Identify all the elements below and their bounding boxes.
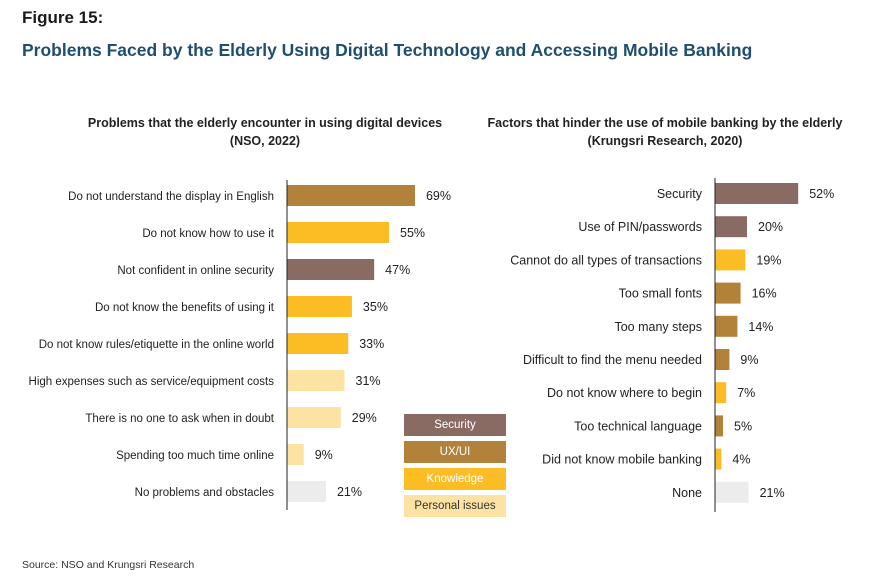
left-do-not-know-how-to-use-it-value-label: 55% bbox=[400, 226, 425, 240]
legend-item-security: Security bbox=[404, 414, 506, 436]
right-do-not-know-where-to-begin-bar bbox=[715, 382, 727, 404]
right-too-small-fonts-category-label: Too small fonts bbox=[619, 287, 702, 301]
right-cannot-do-all-types-of-transactions-bar bbox=[715, 249, 746, 271]
left-spending-too-much-time-online-value-label: 9% bbox=[315, 448, 333, 462]
right-none-bar bbox=[715, 481, 749, 503]
right-none-value-label: 21% bbox=[760, 486, 785, 500]
right-too-many-steps-category-label: Too many steps bbox=[614, 320, 702, 334]
left-there-is-no-one-to-ask-when-in-doubt-value-label: 29% bbox=[352, 411, 377, 425]
left-not-confident-in-online-security-category-label: Not confident in online security bbox=[117, 265, 274, 277]
right-too-small-fonts-bar bbox=[715, 282, 741, 304]
right-cannot-do-all-types-of-transactions-value-label: 19% bbox=[756, 253, 781, 267]
left-do-not-understand-the-display-in-english-category-label: Do not understand the display in English bbox=[68, 191, 274, 203]
right-none-category-label: None bbox=[672, 486, 702, 500]
left-do-not-know-the-benefits-of-using-it-value-label: 35% bbox=[363, 300, 388, 314]
right-difficult-to-find-the-menu-needed-bar bbox=[715, 349, 730, 370]
right-difficult-to-find-the-menu-needed-category-label: Difficult to find the menu needed bbox=[523, 353, 702, 367]
right-cannot-do-all-types-of-transactions-category-label: Cannot do all types of transactions bbox=[510, 253, 702, 267]
right-use-of-pin-passwords-value-label: 20% bbox=[758, 220, 783, 234]
right-chart-title-line2: (Krungsri Research, 2020) bbox=[587, 134, 743, 148]
left-do-not-understand-the-display-in-english-value-label: 69% bbox=[426, 189, 451, 203]
right-too-technical-language-bar bbox=[715, 415, 723, 437]
left-do-not-know-rules-etiquette-in-the-online-world-value-label: 33% bbox=[359, 337, 384, 351]
legend-label-uxui: UX/UI bbox=[439, 446, 471, 458]
left-not-confident-in-online-security-value-label: 47% bbox=[385, 263, 410, 277]
right-security-category-label: Security bbox=[657, 187, 703, 201]
right-too-technical-language-value-label: 5% bbox=[734, 419, 752, 433]
right-chart-title: Factors that hinder the use of mobile ba… bbox=[475, 114, 855, 150]
right-difficult-to-find-the-menu-needed-value-label: 9% bbox=[740, 353, 758, 367]
left-spending-too-much-time-online-category-label: Spending too much time online bbox=[116, 450, 274, 462]
right-did-not-know-mobile-banking-value-label: 4% bbox=[732, 453, 750, 467]
left-chart-title-line1: Problems that the elderly encounter in u… bbox=[87, 116, 443, 130]
right-too-technical-language-category-label: Too technical language bbox=[574, 419, 702, 433]
left-no-problems-and-obstacles-value-label: 21% bbox=[337, 485, 362, 499]
right-chart-title-line1: Factors that hinder the use of mobile ba… bbox=[487, 116, 843, 130]
left-spending-too-much-time-online-bar bbox=[287, 444, 304, 465]
left-do-not-understand-the-display-in-english-bar bbox=[287, 185, 415, 206]
left-do-not-know-rules-etiquette-in-the-online-world-category-label: Do not know rules/etiquette in the onlin… bbox=[39, 339, 274, 351]
right-security-value-label: 52% bbox=[809, 187, 834, 201]
legend-label-personal-issues: Personal issues bbox=[414, 500, 496, 512]
legend-item-knowledge: Knowledge bbox=[404, 468, 506, 490]
left-high-expenses-such-as-service-equipment-costs-bar bbox=[287, 370, 345, 391]
legend-label-knowledge: Knowledge bbox=[426, 473, 484, 485]
legend-item-uxui: UX/UI bbox=[404, 441, 506, 463]
left-do-not-know-rules-etiquette-in-the-online-world-bar bbox=[287, 333, 349, 354]
left-chart-title-line2: (NSO, 2022) bbox=[229, 134, 301, 148]
left-there-is-no-one-to-ask-when-in-doubt-category-label: There is no one to ask when in doubt bbox=[85, 413, 274, 425]
left-there-is-no-one-to-ask-when-in-doubt-bar bbox=[287, 407, 341, 428]
right-did-not-know-mobile-banking-bar bbox=[715, 448, 722, 470]
legend-label-security: Security bbox=[434, 419, 476, 431]
left-do-not-know-the-benefits-of-using-it-bar bbox=[287, 296, 352, 317]
left-do-not-know-the-benefits-of-using-it-category-label: Do not know the benefits of using it bbox=[95, 302, 275, 314]
right-too-small-fonts-value-label: 16% bbox=[752, 287, 777, 301]
left-no-problems-and-obstacles-bar bbox=[287, 481, 326, 502]
right-too-many-steps-value-label: 14% bbox=[748, 320, 773, 334]
legend-item-personal-issues: Personal issues bbox=[404, 495, 506, 517]
right-do-not-know-where-to-begin-value-label: 7% bbox=[737, 386, 755, 400]
right-did-not-know-mobile-banking-category-label: Did not know mobile banking bbox=[542, 453, 702, 467]
left-chart-title: Problems that the elderly encounter in u… bbox=[40, 114, 490, 150]
left-high-expenses-such-as-service-equipment-costs-value-label: 31% bbox=[356, 374, 381, 388]
left-high-expenses-such-as-service-equipment-costs-category-label: High expenses such as service/equipment … bbox=[29, 376, 275, 388]
figure-title: Problems Faced by the Elderly Using Digi… bbox=[22, 40, 753, 60]
left-do-not-know-how-to-use-it-category-label: Do not know how to use it bbox=[142, 228, 274, 240]
left-no-problems-and-obstacles-category-label: No problems and obstacles bbox=[135, 487, 275, 499]
right-too-many-steps-bar bbox=[715, 315, 738, 337]
right-security-bar bbox=[715, 183, 799, 204]
right-use-of-pin-passwords-category-label: Use of PIN/passwords bbox=[578, 220, 702, 234]
source-note: Source: NSO and Krungsri Research bbox=[22, 559, 195, 571]
left-do-not-know-how-to-use-it-bar bbox=[287, 222, 390, 243]
right-do-not-know-where-to-begin-category-label: Do not know where to begin bbox=[547, 386, 702, 400]
figure-label: Figure 15: bbox=[22, 8, 104, 27]
right-use-of-pin-passwords-bar bbox=[715, 216, 747, 238]
left-not-confident-in-online-security-bar bbox=[287, 259, 375, 280]
